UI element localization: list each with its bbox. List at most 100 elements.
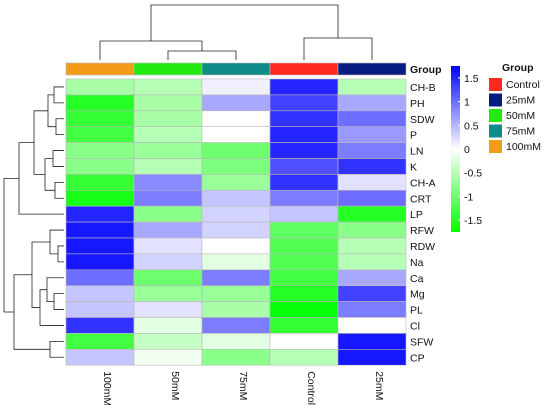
row-dendro-link-16 — [3, 177, 19, 313]
heatmap-cell-sdw-25mm — [337, 110, 407, 128]
heatmap-cell-rdw-75mm — [201, 237, 271, 255]
heatmap-cell-rfw-100mm — [65, 221, 135, 239]
heatmap-cell-lp-100mm — [65, 205, 135, 223]
heatmap-cell-mg-control — [269, 285, 339, 302]
group-legend-swatch-75mm — [489, 124, 502, 138]
group-legend-label-100mm: 100mM — [506, 141, 541, 153]
group-legend-label-control: Control — [506, 79, 540, 91]
heatmap-cell-mg-25mm — [337, 285, 407, 302]
group-legend-title: Group — [502, 62, 534, 74]
heatmap-cell-cl-25mm — [337, 317, 407, 334]
heatmap-cell-cp-25mm — [337, 348, 407, 366]
color-scale-tick-label-6: -1.5 — [464, 215, 482, 227]
row-label-cp: CP — [410, 352, 425, 364]
group-legend-label-25mm: 25mM — [506, 95, 535, 107]
heatmap-cell-ch-a-75mm — [201, 174, 271, 191]
heatmap-cells — [65, 78, 407, 366]
col-dendro-link-root — [150, 4, 339, 41]
group-bar-cell-control — [269, 62, 339, 76]
color-scale-tick-label-0: 1.5 — [464, 73, 479, 85]
heatmap-cell-k-75mm — [201, 158, 271, 175]
heatmap-cell-sdw-control — [269, 110, 339, 128]
row-dendro-link-12 — [39, 289, 64, 326]
heatmap-cell-ch-b-75mm — [201, 78, 271, 96]
heatmap-cell-ph-25mm — [337, 94, 407, 112]
heatmap-cell-ch-a-100mm — [65, 174, 135, 191]
heatmap-cell-ln-75mm — [201, 142, 271, 159]
heatmap-cell-p-25mm — [337, 126, 407, 143]
heatmap-cell-crt-75mm — [201, 190, 271, 207]
row-label-na: Na — [410, 257, 424, 269]
heatmap-cell-ph-50mm — [133, 94, 203, 112]
group-bar-cell-50mm — [133, 62, 203, 76]
heatmap-cell-ch-b-50mm — [133, 78, 203, 96]
row-label-sdw: SDW — [410, 114, 435, 126]
row-label-lp: LP — [410, 209, 423, 221]
heatmap-cell-p-100mm — [65, 126, 135, 143]
heatmap-cell-crt-50mm — [133, 190, 203, 207]
row-dendro-link-9 — [49, 229, 64, 255]
heatmap-cell-ph-100mm — [65, 94, 135, 112]
row-label-ph: PH — [410, 98, 425, 110]
color-scale-tick-label-1: 1 — [464, 97, 470, 109]
row-label-p: P — [410, 130, 417, 142]
heatmap-cell-ch-b-control — [269, 78, 339, 96]
row-dendro-link-0 — [53, 86, 64, 104]
heatmap-cell-ca-control — [269, 269, 339, 286]
heatmap-cell-ln-25mm — [337, 142, 407, 159]
group-legend-label-75mm: 75mM — [506, 126, 535, 138]
row-dendro-link-8 — [57, 245, 64, 263]
heatmap-cell-ln-100mm — [65, 142, 135, 159]
heatmap-cell-sfw-50mm — [133, 333, 203, 350]
heatmap-cell-rfw-50mm — [133, 221, 203, 239]
heatmap-cell-lp-50mm — [133, 205, 203, 223]
group-legend: Group Control 25mM 50mM 75mM 100mM — [489, 62, 541, 153]
heatmap-cell-mg-75mm — [201, 285, 271, 302]
group-bar-cell-75mm — [201, 62, 271, 76]
row-labels: CH-B PH SDW P LN K CH-A CRT LP RFW RDW Na Ca Mg PL Cl SF… — [410, 82, 436, 364]
group-legend-swatch-control — [489, 78, 502, 91]
heatmap-cell-sfw-control — [269, 333, 339, 350]
group-legend-swatch-100mm — [489, 140, 502, 153]
row-label-rfw: RFW — [410, 225, 434, 237]
heatmap-cell-na-50mm — [133, 253, 203, 271]
heatmap-cell-ch-a-control — [269, 174, 339, 191]
heatmap-cell-sdw-50mm — [133, 110, 203, 128]
row-label-k: K — [410, 161, 417, 173]
heatmap-cell-sdw-75mm — [201, 110, 271, 128]
heatmap-cell-na-100mm — [65, 253, 135, 271]
heatmap-cell-rdw-100mm — [65, 237, 135, 255]
heatmap-cell-rfw-25mm — [337, 221, 407, 239]
column-labels: 100mM 50mM 75mM Control 25mM — [101, 371, 385, 405]
row-dendro-link-5 — [44, 158, 55, 191]
heatmap-cell-cl-100mm — [65, 317, 135, 334]
heatmap-cell-crt-25mm — [337, 190, 407, 207]
heatmap-cell-na-75mm — [201, 253, 271, 271]
color-scale-legend: 1.5 1 0.5 0 -0.5 -1 -1.5 — [451, 66, 482, 232]
heatmap-cell-pl-25mm — [337, 301, 407, 318]
heatmap-cell-na-25mm — [337, 253, 407, 271]
heatmap-cell-p-control — [269, 126, 339, 143]
color-scale-bar — [451, 66, 460, 232]
heatmap-cell-crt-control — [269, 190, 339, 207]
heatmap-cell-ch-a-50mm — [133, 174, 203, 191]
row-dendro-link-7 — [18, 142, 64, 215]
col-dendro-link-50-75 — [167, 50, 237, 60]
group-bar-title: Group — [410, 64, 442, 76]
row-dendro-link-6 — [33, 110, 48, 175]
color-scale-tick-label-4: -0.5 — [464, 168, 482, 180]
heatmap-cell-cl-50mm — [133, 317, 203, 334]
row-label-mg: Mg — [410, 289, 425, 301]
heatmap-cell-ph-control — [269, 94, 339, 112]
row-label-ch-b: CH-B — [410, 82, 436, 94]
row-dendro-link-10 — [53, 293, 64, 310]
row-dendrogram — [3, 86, 64, 358]
heatmap-cell-cp-control — [269, 348, 339, 366]
heatmap-cell-pl-50mm — [133, 301, 203, 318]
heatmap-cell-cp-50mm — [133, 348, 203, 366]
row-dendro-link-2 — [47, 94, 56, 128]
heatmap-cell-rfw-control — [269, 221, 339, 239]
heatmap-cell-ca-75mm — [201, 269, 271, 286]
heatmap-cell-lp-25mm — [337, 205, 407, 223]
color-scale-tick-label-2: 0.5 — [464, 120, 479, 132]
